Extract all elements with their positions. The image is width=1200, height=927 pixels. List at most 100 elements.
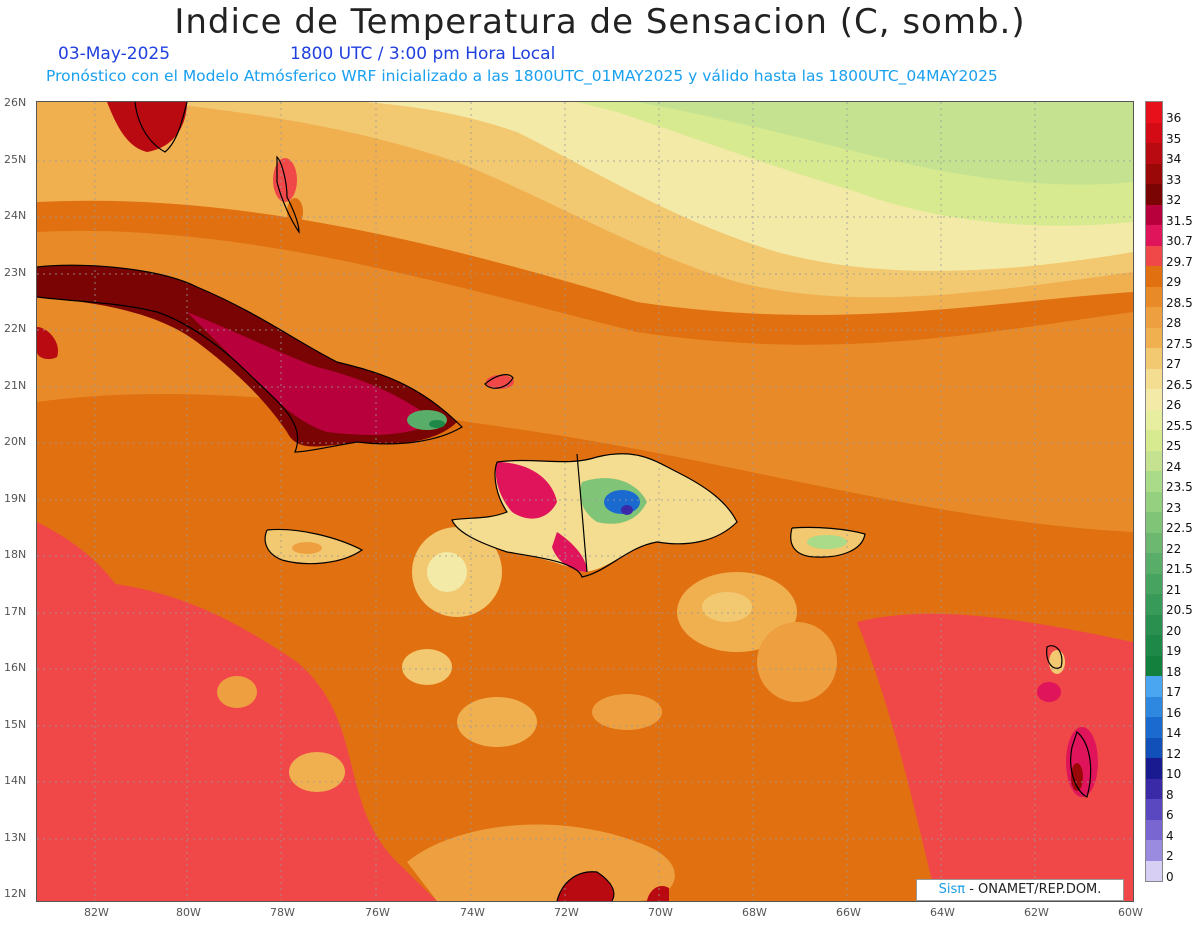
- legend-swatch: [1146, 327, 1162, 348]
- lon-label: 72W: [554, 906, 579, 919]
- legend-label: 6: [1166, 808, 1174, 822]
- legend-swatch: [1146, 840, 1162, 861]
- lon-label: 68W: [742, 906, 767, 919]
- lon-label: 78W: [270, 906, 295, 919]
- legend-swatch: [1146, 594, 1162, 615]
- legend-label: 26: [1166, 398, 1182, 412]
- legend-label: 18: [1166, 664, 1182, 679]
- legend-label: 19: [1166, 644, 1182, 658]
- lat-label: 16N: [4, 661, 27, 674]
- legend-label: 33: [1166, 172, 1182, 187]
- credit-box: Sisπ - ONAMET/REP.DOM.: [916, 879, 1124, 901]
- legend-label: 10: [1166, 767, 1182, 781]
- legend-swatch: [1146, 696, 1162, 717]
- lat-label: 26N: [4, 96, 27, 109]
- legend-swatch: [1146, 204, 1162, 225]
- legend-swatch: [1146, 266, 1162, 287]
- legend-swatch: [1146, 799, 1162, 820]
- legend-label: 12: [1166, 746, 1182, 761]
- lat-label: 14N: [4, 774, 27, 787]
- legend-swatch: [1146, 471, 1162, 492]
- legend-swatch: [1146, 819, 1162, 840]
- lat-label: 13N: [4, 831, 27, 844]
- lat-label: 24N: [4, 209, 27, 222]
- map-panel: [36, 101, 1134, 902]
- lon-label: 80W: [176, 906, 201, 919]
- legend-swatch: [1146, 368, 1162, 389]
- legend-label: 23: [1166, 500, 1182, 515]
- lon-label: 70W: [648, 906, 673, 919]
- legend-swatch: [1146, 286, 1162, 307]
- forecast-note: Pronóstico con el Modelo Atmósferico WRF…: [46, 67, 998, 85]
- credit-brand: Sisπ: [938, 882, 966, 897]
- legend-swatch: [1146, 102, 1162, 123]
- heat-index-map: [37, 102, 1133, 901]
- legend-label: 34: [1166, 152, 1182, 166]
- lat-label: 19N: [4, 492, 27, 505]
- lat-label: 22N: [4, 322, 27, 335]
- legend-label: 29: [1166, 275, 1182, 289]
- credit-text: - ONAMET/REP.DOM.: [965, 882, 1102, 897]
- lat-label: 25N: [4, 153, 27, 166]
- lat-label: 20N: [4, 435, 27, 448]
- legend-swatch: [1146, 778, 1162, 799]
- legend-label: 31.5: [1166, 213, 1193, 228]
- legend-label: 30.7: [1166, 234, 1193, 248]
- legend-swatch: [1146, 143, 1162, 164]
- legend-label: 17: [1166, 685, 1182, 699]
- legend-swatch: [1146, 307, 1162, 328]
- legend-swatch: [1146, 737, 1162, 758]
- legend-label: 27.5: [1166, 336, 1193, 351]
- lat-label: 23N: [4, 266, 27, 279]
- legend-label: 14: [1166, 726, 1182, 740]
- legend-label: 29.7: [1166, 254, 1193, 269]
- legend-swatch: [1146, 184, 1162, 205]
- legend-swatch: [1146, 389, 1162, 410]
- lon-label: 74W: [460, 906, 485, 919]
- legend-label: 22.5: [1166, 521, 1193, 535]
- legend-label: 21: [1166, 582, 1182, 597]
- lat-label: 12N: [4, 887, 27, 900]
- lat-label: 15N: [4, 718, 27, 731]
- legend-swatch: [1146, 635, 1162, 656]
- legend-label: 20: [1166, 623, 1182, 638]
- legend-label: 8: [1166, 787, 1174, 802]
- legend-label: 36: [1166, 111, 1182, 125]
- lat-label: 17N: [4, 605, 27, 618]
- legend-swatch: [1146, 450, 1162, 471]
- forecast-date: 03-May-2025: [58, 44, 171, 64]
- legend-swatch: [1146, 163, 1162, 184]
- legend-label: 25.5: [1166, 418, 1193, 433]
- legend-label: 21.5: [1166, 562, 1193, 576]
- chart-title: Indice de Temperatura de Sensacion (C, s…: [174, 2, 1026, 42]
- legend-label: 28.5: [1166, 295, 1193, 310]
- legend-swatch: [1146, 532, 1162, 553]
- legend-label: 23.5: [1166, 480, 1193, 494]
- lon-label: 66W: [836, 906, 861, 919]
- legend-swatch: [1146, 122, 1162, 143]
- legend-swatch: [1146, 225, 1162, 246]
- lon-label: 76W: [365, 906, 390, 919]
- legend-swatch: [1146, 573, 1162, 594]
- lat-label: 21N: [4, 379, 27, 392]
- legend-label: 4: [1166, 828, 1174, 843]
- legend-label: 24: [1166, 459, 1182, 474]
- legend-swatch: [1146, 491, 1162, 512]
- legend-label: 28: [1166, 316, 1182, 330]
- lon-label: 64W: [930, 906, 955, 919]
- legend-swatch: [1146, 512, 1162, 533]
- legend-label: 20.5: [1166, 603, 1193, 617]
- legend-label: 0: [1166, 869, 1174, 884]
- legend-swatch: [1146, 553, 1162, 574]
- legend-swatch: [1146, 860, 1162, 881]
- forecast-time: 1800 UTC / 3:00 pm Hora Local: [290, 44, 556, 64]
- lon-label: 62W: [1024, 906, 1049, 919]
- legend-label: 16: [1166, 705, 1182, 720]
- legend-label: 25: [1166, 439, 1182, 453]
- legend-swatch: [1146, 655, 1162, 676]
- lat-label: 18N: [4, 548, 27, 561]
- lon-label: 82W: [84, 906, 109, 919]
- legend-swatch: [1146, 614, 1162, 635]
- legend-swatch: [1146, 348, 1162, 369]
- legend-label: 27: [1166, 357, 1182, 371]
